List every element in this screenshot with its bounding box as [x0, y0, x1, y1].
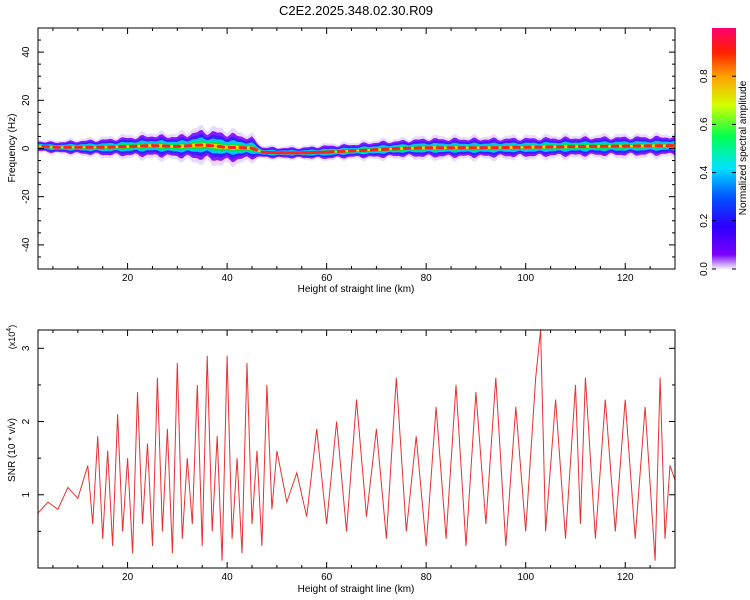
- colorbar-tick-label: 0.4: [699, 165, 710, 179]
- x-tick-label: 120: [617, 273, 634, 284]
- x-tick-label: 20: [122, 572, 134, 583]
- spectrogram-peak-mark: [216, 144, 226, 149]
- snr-frame: [37, 329, 676, 569]
- colorbar: 0.0 0.2 0.4 0.6 0.8 Normalized spectral ampl…: [699, 28, 749, 276]
- y-tick-label: 3: [21, 345, 32, 351]
- snr-xlabel: Height of straight line (km): [298, 584, 415, 595]
- y-tick-label: 40: [21, 46, 32, 58]
- x-tick-label: 80: [421, 572, 433, 583]
- snr-ylabel: SNR (10 * v/v): [7, 418, 18, 482]
- snr-yscale: (x104): [6, 325, 17, 349]
- spectrogram-peak-mark: [205, 143, 215, 148]
- y-tick-label: 2: [21, 418, 32, 424]
- colorbar-tick-label: 0.6: [699, 117, 710, 131]
- y-tick-label: 1: [21, 492, 32, 498]
- x-tick-label: 40: [222, 572, 234, 583]
- y-tick-label: 0: [21, 145, 32, 151]
- x-tick-label: 100: [517, 572, 534, 583]
- colorbar-gradient: [712, 28, 736, 269]
- colorbar-tick-label: 0.0: [699, 262, 710, 276]
- spectrogram-peak-mark: [249, 146, 258, 152]
- colorbar-tick-label: 0.8: [699, 69, 710, 83]
- spectrogram-panel: 20 40 60 80 100 120 -40 -20 0 20 40 Frequency (Hz)…: [7, 27, 676, 295]
- spectrogram-ylabel: Frequency (Hz): [7, 114, 18, 183]
- spectrogram-peak-mark: [260, 150, 275, 155]
- x-tick-label: 80: [421, 273, 433, 284]
- x-tick-label: 120: [617, 572, 634, 583]
- y-tick-label: -20: [21, 189, 32, 204]
- colorbar-tick-label: 0.2: [699, 213, 710, 227]
- x-tick-label: 100: [517, 273, 534, 284]
- x-tick-label: 20: [122, 273, 134, 284]
- y-tick-label: 20: [21, 94, 32, 106]
- y-tick-label: -40: [21, 237, 32, 252]
- colorbar-label: Normalized spectral amplitude: [738, 80, 749, 215]
- spectrogram-xlabel: Height of straight line (km): [298, 284, 415, 295]
- figure-title: C2E2.2025.348.02.30.R09: [279, 3, 433, 18]
- x-tick-label: 60: [321, 572, 333, 583]
- x-tick-label: 40: [222, 273, 234, 284]
- snr-series-line: [38, 330, 675, 561]
- x-tick-label: 60: [321, 273, 333, 284]
